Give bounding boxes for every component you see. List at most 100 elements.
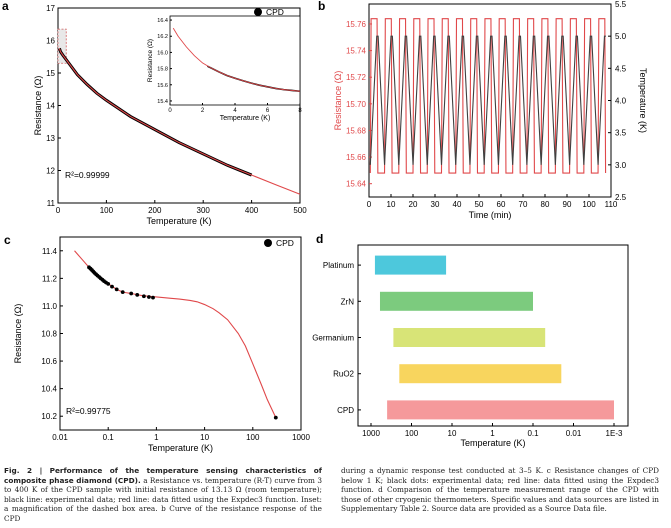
- panel-a-inset-ytick-label: 15.4: [157, 99, 168, 105]
- panel-b-xtick-label: 100: [582, 200, 596, 209]
- panel-a-inset-xtick-label: 4: [233, 108, 237, 114]
- panel-b-ytick-label: 15.68: [346, 126, 367, 135]
- panel-b-chart: b 0 10 20 30 40 50 60 70 80 90 100 110 15.64 15.66 15.6…: [318, 0, 648, 220]
- panel-c-data-point: [135, 293, 140, 297]
- panel-c-xtick-label: 0.01: [52, 433, 68, 442]
- panel-c-ytick-label: 10.4: [41, 385, 57, 394]
- panel-b-xtick-label: 20: [409, 200, 418, 209]
- panel-b-ytick-right-label: 2.5: [615, 193, 627, 202]
- panel-d-xtick-label: 0.1: [527, 429, 539, 438]
- panel-c-data-point: [120, 290, 125, 295]
- panel-d-label: d: [316, 232, 323, 246]
- panel-c-legend-marker: [264, 239, 272, 247]
- panel-d-xtick-label: 10: [448, 429, 457, 438]
- panel-d-bar: [387, 400, 614, 420]
- panel-a-inset-ytick-label: 15.8: [157, 67, 168, 73]
- panel-c-fit-line: [74, 250, 277, 418]
- panel-a-inset-ytick-label: 16.0: [157, 50, 168, 56]
- panel-d-chart: d 1000 100 10 1 0.1 0.01 1E-3 Temperature (K) Pla…: [312, 232, 629, 448]
- panel-a-xtick-label: 100: [100, 206, 114, 215]
- panel-b-ytick-label: 15.72: [346, 73, 367, 82]
- panel-d-bar: [379, 291, 533, 311]
- panel-b-xtick-label: 50: [475, 200, 484, 209]
- panel-a-ytick-label: 16: [46, 37, 55, 46]
- panel-c-xlabel: Temperature (K): [148, 443, 213, 453]
- panel-d-xtick-label: 1E-3: [606, 429, 623, 438]
- panel-c-data-point: [141, 294, 146, 299]
- caption-right-body: during a dynamic response test conducted…: [341, 466, 659, 514]
- panel-c-data-point: [114, 287, 119, 292]
- panel-a-fit-line: [58, 48, 301, 195]
- panel-c-r-squared: R²=0.99775: [66, 406, 111, 416]
- panel-a-inset-xlabel: Temperature (K): [220, 115, 271, 122]
- panel-c-data-point: [151, 295, 155, 300]
- panel-c-ytick-label: 11.2: [42, 274, 58, 283]
- panel-d-bar: [393, 328, 546, 347]
- panel-c-data-point: [147, 295, 151, 299]
- panel-a-xtick-label: 400: [245, 206, 259, 215]
- panel-b-xlabel: Time (min): [469, 210, 512, 220]
- panel-a-ytick-label: 12: [46, 167, 55, 176]
- panel-c-xtick-label: 10: [200, 433, 209, 442]
- panel-a-inset-ytick-label: 16.2: [157, 34, 168, 40]
- panel-b-resistance-line: [369, 18, 607, 174]
- panel-b-temperature-line: [369, 35, 606, 165]
- panel-d-category-label: Platinum: [323, 261, 354, 270]
- panel-a-xtick-label: 500: [293, 206, 307, 215]
- panel-c-chart: c 0.01 0.1 1 10 100 1000 10.2 10.4 10.6 10.8 11.0 11…: [4, 233, 310, 453]
- panel-b-ytick-label: 15.76: [346, 20, 367, 29]
- panel-d-xtick-label: 1: [490, 429, 495, 438]
- panel-d-xtick-label: 1000: [362, 429, 380, 438]
- panel-b-xtick-label: 60: [497, 200, 506, 209]
- caption-left-body: a Resistance vs. temperature (R-T) curve…: [4, 475, 322, 523]
- panel-a-xlabel: Temperature (K): [146, 216, 211, 226]
- panel-d-category-label: Germanium: [312, 334, 354, 343]
- panel-a-ytick-label: 17: [46, 4, 55, 13]
- panel-c-ytick-label: 10.6: [41, 357, 57, 366]
- panel-d-xtick-label: 100: [405, 429, 419, 438]
- caption-figure-label: Fig. 2 |: [4, 466, 43, 475]
- panel-b-ylabel-right: Temperature (K): [638, 68, 648, 133]
- panel-d-category-label: RuO2: [333, 370, 354, 379]
- panel-b-ytick-label: 15.74: [346, 47, 367, 56]
- panel-a-xtick-label: 0: [56, 206, 61, 215]
- panel-d-xtick-label: 0.01: [566, 429, 582, 438]
- panel-a-inset-xtick-label: 6: [266, 108, 270, 114]
- panel-b-label: b: [318, 0, 325, 13]
- panel-c-data-point: [110, 284, 114, 289]
- panel-b-xtick-label: 10: [387, 200, 396, 209]
- panel-b-ytick-right-label: 5.0: [615, 32, 627, 41]
- caption-left-column: Fig. 2 | Performance of the temperature …: [4, 466, 322, 524]
- panel-c-xtick-label: 1: [154, 433, 159, 442]
- panel-a-chart: a 0 100 200 300 400 500 11 12 13 14 15 16 17 Temperatu…: [2, 0, 307, 226]
- panel-a-inset-ytick-label: 16.4: [157, 18, 168, 24]
- panel-a-xtick-label: 200: [148, 206, 162, 215]
- panel-b-ytick-right-label: 3.0: [615, 161, 627, 170]
- panel-b-ytick-label: 15.70: [346, 100, 367, 109]
- panel-a-ylabel: Resistance (Ω): [33, 76, 43, 136]
- panel-a-legend-marker: [254, 8, 262, 16]
- panel-a-inset-xtick-label: 8: [298, 108, 302, 114]
- panel-d-category-label: CPD: [337, 406, 354, 415]
- panel-b-ylabel: Resistance (Ω): [333, 71, 343, 131]
- panel-a-xtick-label: 300: [197, 206, 211, 215]
- panel-c-ylabel: Resistance (Ω): [13, 304, 23, 364]
- panel-a-ytick-label: 13: [46, 134, 55, 143]
- panel-a-inset-xtick-label: 2: [201, 108, 205, 114]
- panel-b-xtick-label: 70: [519, 200, 528, 209]
- panel-a-magnification-box: [57, 28, 67, 64]
- panel-a-legend-label: CPD: [266, 7, 284, 17]
- panel-b-ytick-label: 15.66: [346, 153, 367, 162]
- panel-c-legend-label: CPD: [276, 238, 294, 248]
- panel-d-xlabel: Temperature (K): [460, 438, 525, 448]
- panel-a-inset-fit-line: [172, 27, 301, 92]
- panel-b-ytick-right-label: 4.5: [615, 64, 627, 73]
- panel-b-xtick-label: 80: [541, 200, 550, 209]
- panel-c-ytick-label: 11.4: [42, 247, 58, 256]
- panel-d-bar: [374, 255, 447, 275]
- panel-a-label: a: [2, 0, 9, 13]
- panel-c-xtick-label: 100: [246, 433, 260, 442]
- panel-a-inset-xtick-label: 0: [168, 108, 172, 114]
- panel-c-xtick-label: 0.1: [103, 433, 115, 442]
